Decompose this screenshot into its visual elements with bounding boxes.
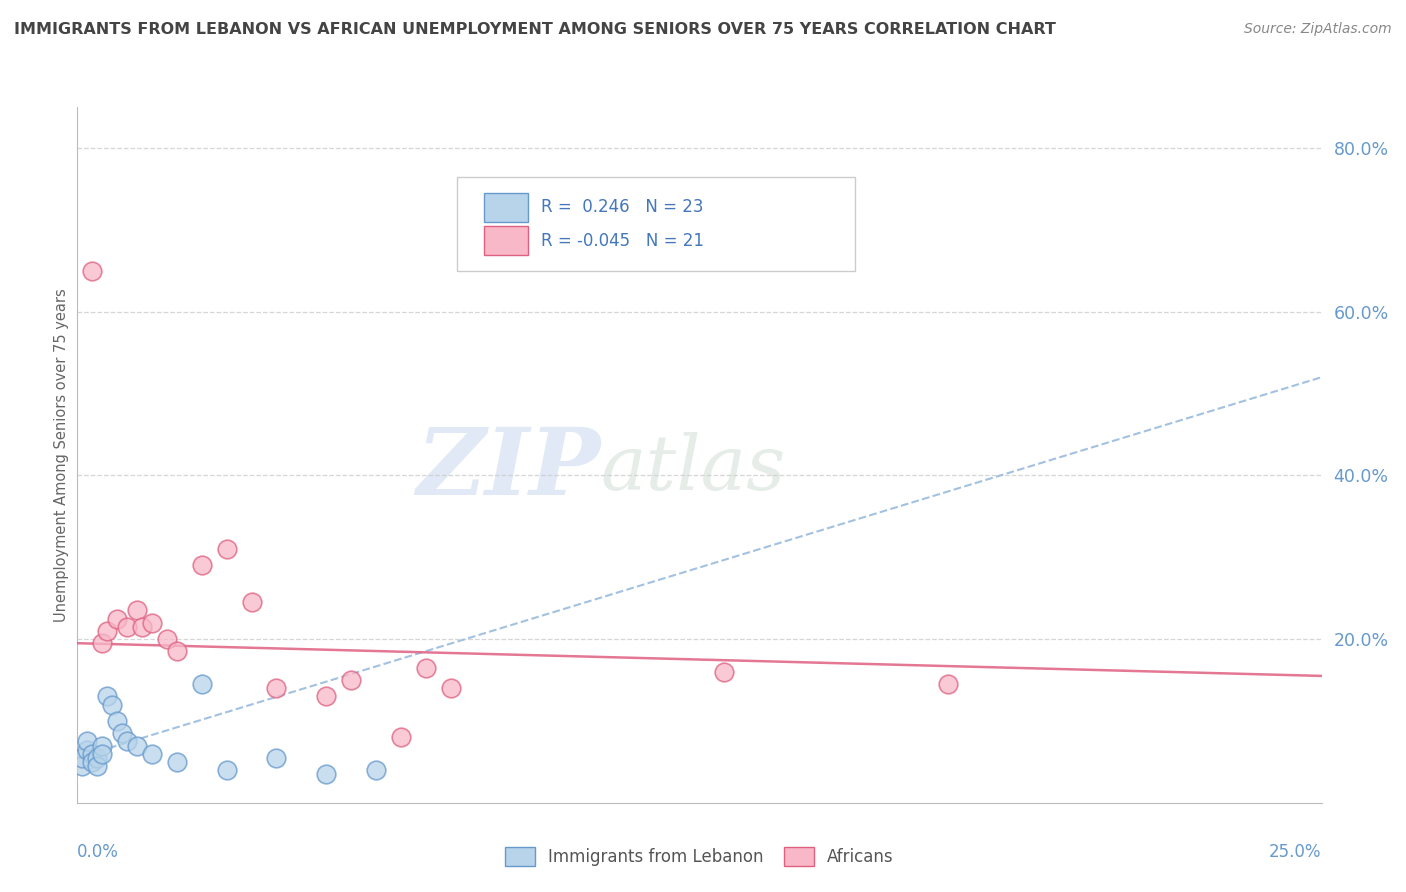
Point [131, 620, 153, 634]
Text: R = -0.045   N = 21: R = -0.045 N = 21 [541, 232, 704, 250]
Point [115, 734, 138, 748]
Legend: Immigrants from Lebanon, Africans: Immigrants from Lebanon, Africans [496, 838, 903, 874]
Point [938, 677, 960, 691]
Point [315, 690, 337, 704]
Point [215, 763, 238, 777]
FancyBboxPatch shape [484, 193, 527, 222]
Point [141, 615, 163, 630]
Point [91, 636, 114, 650]
Point [115, 620, 138, 634]
FancyBboxPatch shape [457, 177, 855, 270]
Point [125, 739, 148, 753]
Point [91, 739, 114, 753]
Text: 0.0%: 0.0% [77, 843, 120, 861]
Point [96, 690, 118, 704]
Point [191, 677, 214, 691]
Point [72, 751, 94, 765]
Point [340, 673, 363, 687]
Point [215, 542, 238, 557]
Point [105, 612, 128, 626]
Text: R =  0.246   N = 23: R = 0.246 N = 23 [541, 198, 704, 216]
Point [389, 731, 412, 745]
Point [240, 595, 263, 609]
Text: Source: ZipAtlas.com: Source: ZipAtlas.com [1244, 22, 1392, 37]
FancyBboxPatch shape [484, 226, 527, 255]
Text: atlas: atlas [600, 432, 786, 506]
Point [266, 681, 288, 696]
Point [141, 747, 163, 761]
Point [125, 603, 148, 617]
Text: 25.0%: 25.0% [1270, 843, 1322, 861]
Point [266, 751, 288, 765]
Point [415, 661, 437, 675]
Point [82, 264, 104, 278]
Point [440, 681, 463, 696]
Point [315, 767, 337, 781]
Text: IMMIGRANTS FROM LEBANON VS AFRICAN UNEMPLOYMENT AMONG SENIORS OVER 75 YEARS CORR: IMMIGRANTS FROM LEBANON VS AFRICAN UNEMP… [14, 22, 1056, 37]
Point [82, 755, 104, 769]
Point [166, 644, 188, 658]
Point [72, 759, 94, 773]
Point [86, 751, 108, 765]
Point [156, 632, 179, 646]
Point [364, 763, 387, 777]
Point [191, 558, 214, 573]
Point [76, 742, 98, 756]
Point [96, 624, 118, 638]
Point [105, 714, 128, 728]
Point [76, 734, 98, 748]
Point [166, 755, 188, 769]
Point [82, 747, 104, 761]
Point [713, 665, 735, 679]
Y-axis label: Unemployment Among Seniors over 75 years: Unemployment Among Seniors over 75 years [53, 288, 69, 622]
Point [111, 726, 134, 740]
Point [101, 698, 124, 712]
Point [86, 759, 108, 773]
Point [91, 747, 114, 761]
Text: ZIP: ZIP [416, 424, 600, 514]
